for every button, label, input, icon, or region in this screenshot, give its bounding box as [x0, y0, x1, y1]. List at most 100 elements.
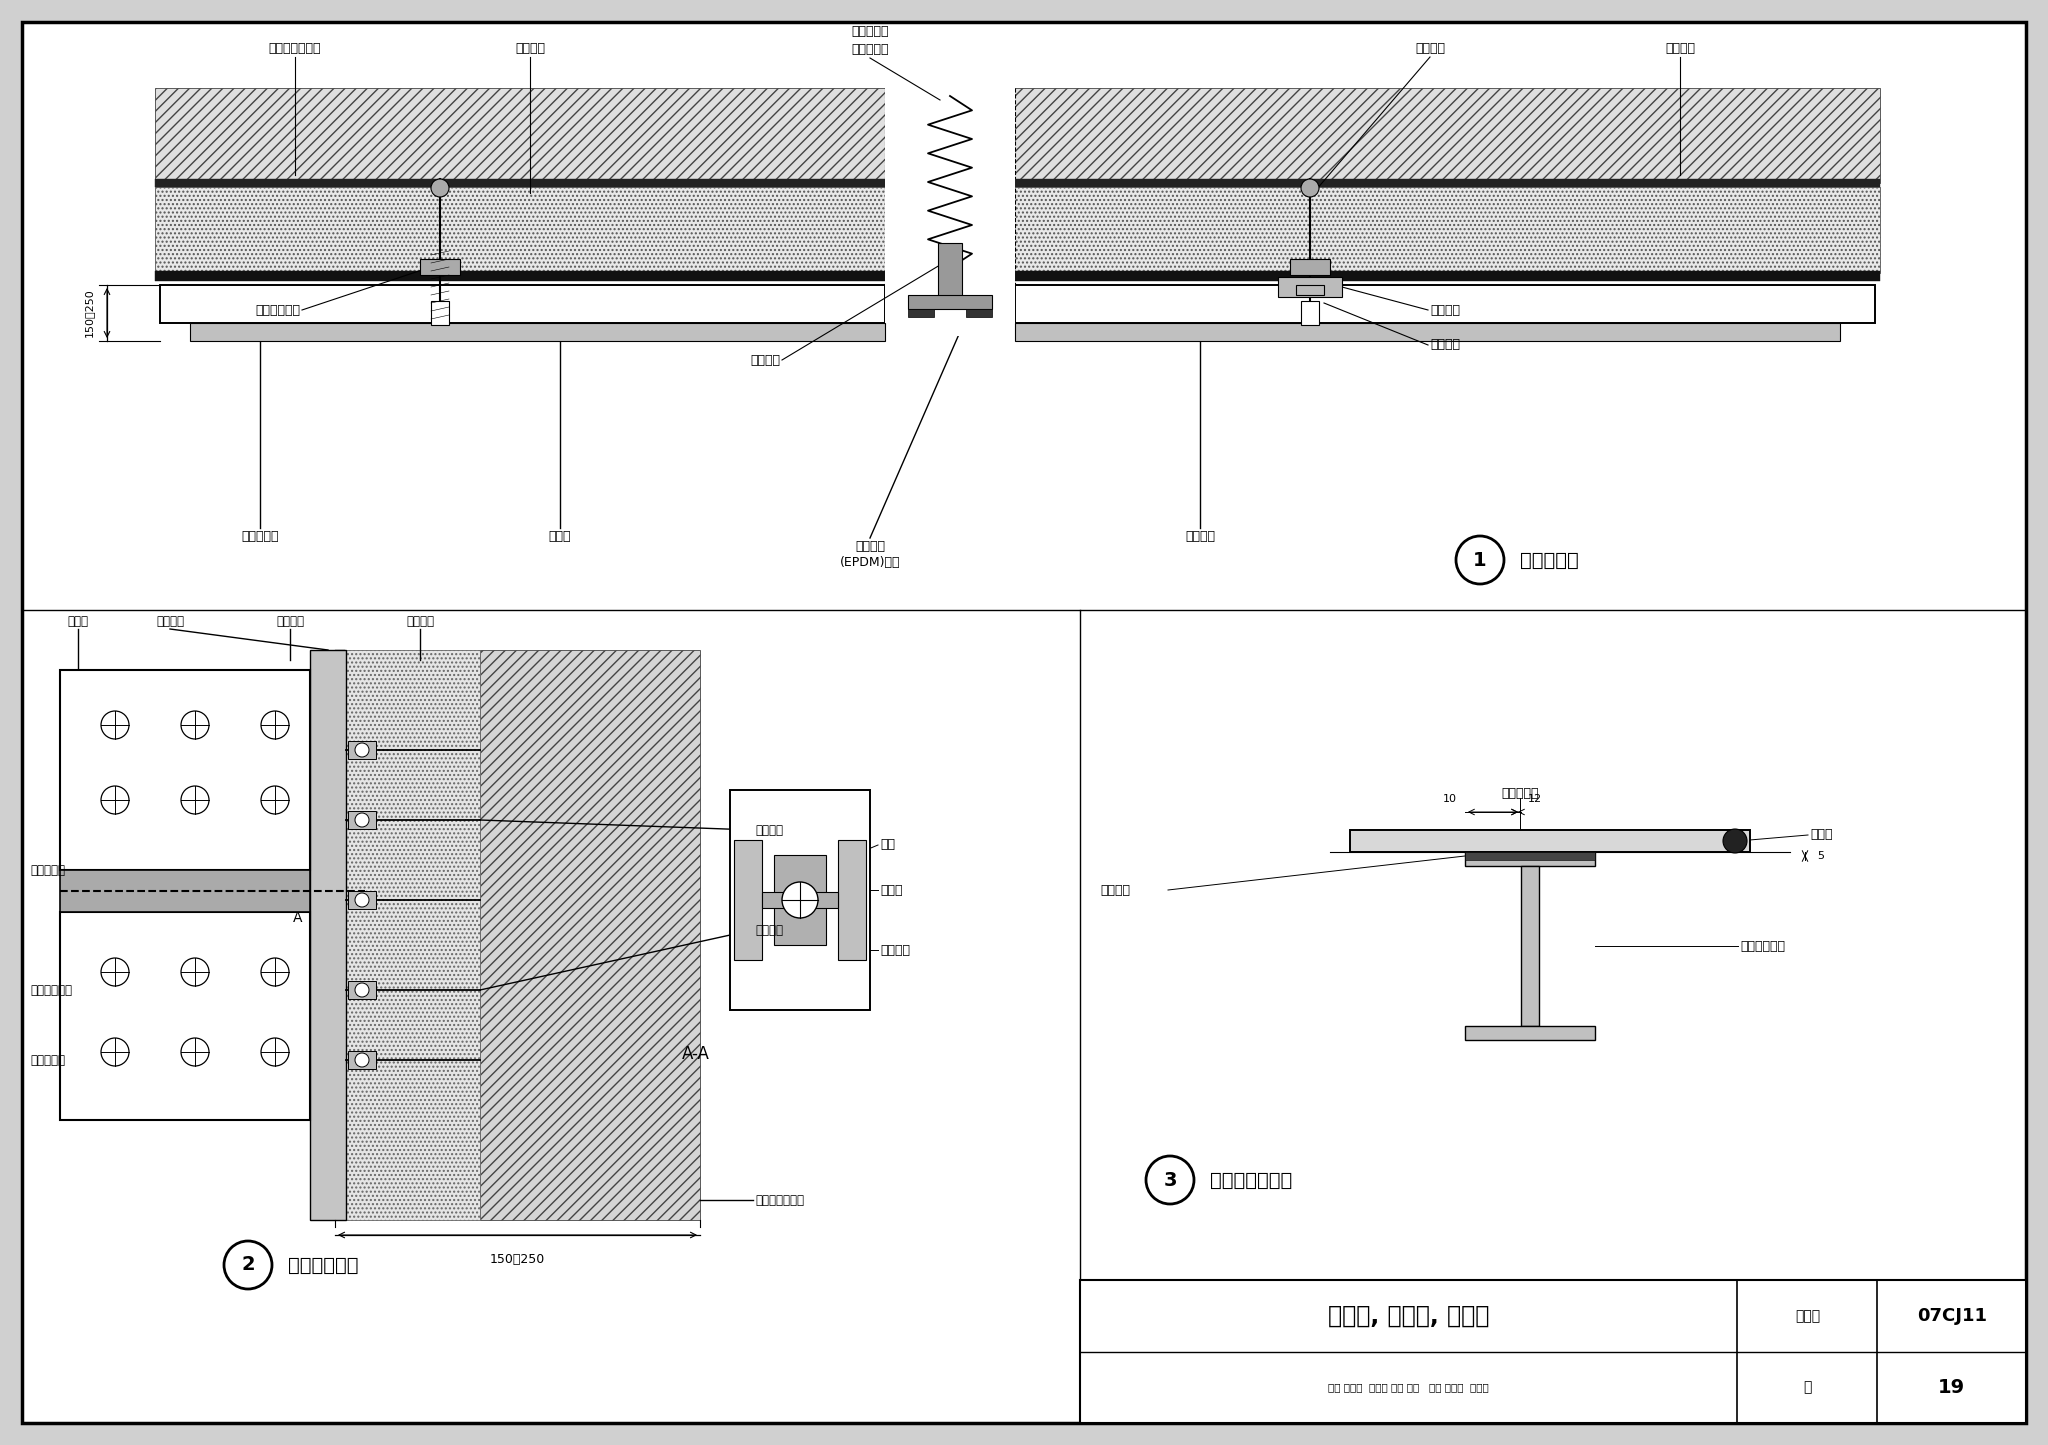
- Bar: [344, 650, 479, 1220]
- Text: 防风防水透气膜: 防风防水透气膜: [268, 42, 322, 55]
- Bar: [838, 840, 866, 959]
- Circle shape: [430, 179, 449, 197]
- Bar: [1464, 1026, 1595, 1040]
- Bar: [479, 650, 700, 1220]
- Text: 铝质型材: 铝质型材: [750, 354, 780, 367]
- Circle shape: [354, 743, 369, 757]
- Bar: [733, 840, 762, 959]
- Bar: [885, 82, 1016, 337]
- Circle shape: [354, 893, 369, 907]
- Text: 角铝: 角铝: [881, 838, 895, 851]
- Text: 化学锚栓: 化学锚栓: [1415, 42, 1446, 55]
- Circle shape: [260, 1038, 289, 1066]
- Bar: [430, 301, 449, 325]
- Text: 12: 12: [1528, 793, 1542, 803]
- Bar: [348, 1051, 377, 1069]
- Bar: [762, 892, 838, 907]
- Bar: [156, 88, 1880, 184]
- Text: 防风防水透气膜: 防风防水透气膜: [756, 1194, 805, 1207]
- Text: A-A: A-A: [682, 1045, 711, 1064]
- Text: 10: 10: [1444, 793, 1456, 803]
- Text: 加强肋安装方法: 加强肋安装方法: [1210, 1170, 1292, 1189]
- Circle shape: [260, 786, 289, 814]
- Text: 铝扣板: 铝扣板: [881, 883, 903, 896]
- Circle shape: [782, 881, 817, 918]
- Text: 铝塑复合板: 铝塑复合板: [1501, 788, 1538, 801]
- Bar: [938, 243, 963, 299]
- Circle shape: [354, 814, 369, 827]
- Bar: [1290, 259, 1329, 275]
- Circle shape: [180, 958, 209, 985]
- Bar: [1464, 853, 1595, 860]
- Text: 伸缩缝节点: 伸缩缝节点: [1520, 551, 1579, 569]
- Bar: [59, 670, 309, 870]
- Text: 3: 3: [1163, 1170, 1178, 1189]
- Bar: [729, 790, 870, 1010]
- Bar: [160, 285, 885, 324]
- Text: 双面胶条: 双面胶条: [1100, 883, 1130, 896]
- Text: 铝质压板: 铝质压板: [881, 944, 909, 957]
- Bar: [156, 186, 1880, 273]
- Text: 1: 1: [1473, 551, 1487, 569]
- Text: 150～250: 150～250: [489, 1253, 545, 1266]
- Text: 装饰腰带节点: 装饰腰带节点: [289, 1256, 358, 1274]
- Bar: [309, 650, 346, 1220]
- Bar: [1016, 324, 1839, 341]
- Circle shape: [180, 786, 209, 814]
- Text: 专用膨胀螺钉: 专用膨胀螺钉: [256, 303, 299, 316]
- Bar: [1278, 277, 1341, 298]
- Circle shape: [100, 786, 129, 814]
- Bar: [1350, 829, 1749, 853]
- Text: 19: 19: [1937, 1377, 1966, 1397]
- Bar: [420, 259, 461, 275]
- Circle shape: [180, 1038, 209, 1066]
- Text: (EPDM)胶条: (EPDM)胶条: [840, 556, 901, 569]
- Bar: [336, 650, 344, 1220]
- Bar: [156, 179, 1880, 186]
- Circle shape: [100, 711, 129, 738]
- Text: 加强肋: 加强肋: [68, 616, 88, 629]
- Bar: [1079, 1280, 2025, 1423]
- Text: 铝合金加强肋: 铝合金加强肋: [1741, 939, 1786, 952]
- Bar: [348, 981, 377, 998]
- Circle shape: [354, 983, 369, 997]
- Text: 审核 潘志兵  潘志兵 校对 刘瑶   设计 张华荣  张华荣: 审核 潘志兵 潘志兵 校对 刘瑶 设计 张华荣 张华荣: [1329, 1383, 1489, 1392]
- Circle shape: [260, 958, 289, 985]
- Text: 2: 2: [242, 1256, 254, 1274]
- Circle shape: [1722, 829, 1747, 853]
- Text: 铝质立柱: 铝质立柱: [1430, 338, 1460, 351]
- Circle shape: [1456, 536, 1503, 584]
- Text: 铝塑复合板: 铝塑复合板: [31, 864, 66, 877]
- Bar: [59, 870, 309, 912]
- Circle shape: [223, 1241, 272, 1289]
- Bar: [348, 741, 377, 759]
- Bar: [1300, 301, 1319, 325]
- Text: 铝质支座: 铝质支座: [756, 824, 782, 837]
- Text: 铝质支座: 铝质支座: [1430, 303, 1460, 316]
- Text: 图集号: 图集号: [1794, 1309, 1821, 1322]
- Circle shape: [260, 711, 289, 738]
- Text: 化学锚栓: 化学锚栓: [406, 616, 434, 629]
- Text: 不锈钢拉铆钉: 不锈钢拉铆钉: [31, 984, 72, 997]
- Text: 保温材料: 保温材料: [514, 42, 545, 55]
- Circle shape: [100, 1038, 129, 1066]
- Text: 结构伸缩缝: 结构伸缩缝: [852, 25, 889, 38]
- Text: 07CJ11: 07CJ11: [1917, 1306, 1987, 1325]
- Bar: [1016, 285, 1876, 324]
- Text: 主体结构: 主体结构: [1665, 42, 1696, 55]
- Circle shape: [354, 1053, 369, 1066]
- Bar: [348, 811, 377, 829]
- Text: 保温材料: 保温材料: [276, 616, 303, 629]
- Text: 见具体工程: 见具体工程: [852, 43, 889, 56]
- Bar: [190, 324, 885, 341]
- Text: 150～250: 150～250: [84, 289, 94, 337]
- Bar: [1464, 853, 1595, 866]
- Bar: [967, 309, 991, 316]
- Text: 铝塑复合板: 铝塑复合板: [31, 1053, 66, 1066]
- Circle shape: [100, 958, 129, 985]
- Bar: [156, 272, 1880, 280]
- Circle shape: [1300, 179, 1319, 197]
- Bar: [348, 892, 377, 909]
- Text: 铝塑复合板: 铝塑复合板: [242, 530, 279, 543]
- Text: 三元乙丙: 三元乙丙: [854, 540, 885, 553]
